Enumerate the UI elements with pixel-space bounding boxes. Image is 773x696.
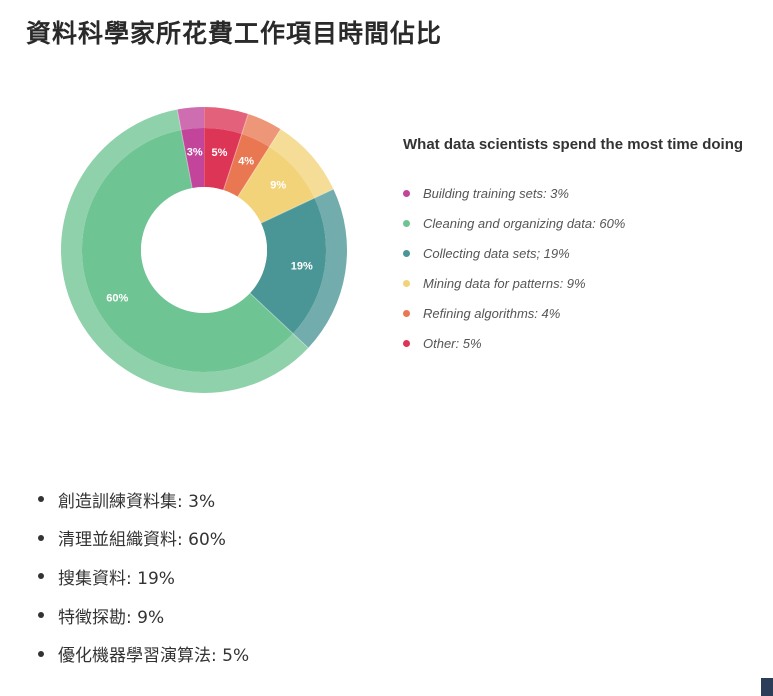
list-item: 特徵探勘: 9%: [38, 596, 249, 635]
bullet-icon: [38, 535, 44, 541]
legend-dot-icon: [403, 220, 410, 227]
list-item-text: 創造訓練資料集: 3%: [58, 487, 215, 512]
legend-dot-icon: [403, 250, 410, 257]
legend-dot-icon: [403, 190, 410, 197]
slice-data-label: 4%: [238, 155, 254, 167]
legend-label: Refining algorithms: 4%: [423, 306, 560, 321]
slice-data-label: 5%: [212, 147, 228, 159]
legend-dot-icon: [403, 280, 410, 287]
legend-label: Collecting data sets; 19%: [423, 246, 570, 261]
slice-data-label: 19%: [291, 260, 313, 272]
legend-label: Mining data for patterns: 9%: [423, 276, 586, 291]
legend-label: Building training sets: 3%: [423, 186, 569, 201]
corner-decoration: [761, 678, 773, 696]
donut-hole: [141, 187, 267, 313]
legend-item: Building training sets: 3%: [403, 178, 625, 208]
bullet-icon: [38, 573, 44, 579]
list-item: 創造訓練資料集: 3%: [38, 480, 249, 519]
legend-dot-icon: [403, 340, 410, 347]
list-item: 清理並組織資料: 60%: [38, 519, 249, 558]
legend-item: Mining data for patterns: 9%: [403, 268, 625, 298]
notes-list: 創造訓練資料集: 3% 清理並組織資料: 60% 搜集資料: 19% 特徵探勘: 9%…: [38, 480, 249, 673]
legend-item: Refining algorithms: 4%: [403, 298, 625, 328]
slice-data-label: 9%: [270, 180, 286, 192]
legend-item: Other: 5%: [403, 328, 625, 358]
list-item-text: 搜集資料: 19%: [58, 564, 175, 589]
legend-label: Cleaning and organizing data: 60%: [423, 216, 625, 231]
legend-item: Cleaning and organizing data: 60%: [403, 208, 625, 238]
legend-label: Other: 5%: [423, 336, 482, 351]
bullet-icon: [38, 496, 44, 502]
legend-dot-icon: [403, 310, 410, 317]
chart-title: What data scientists spend the most time…: [403, 136, 743, 153]
slice-data-label: 3%: [187, 146, 203, 158]
donut-slice-outer: [177, 107, 204, 130]
legend-item: Collecting data sets; 19%: [403, 238, 625, 268]
list-item-text: 特徵探勘: 9%: [58, 603, 164, 628]
list-item-text: 清理並組織資料: 60%: [58, 525, 226, 550]
list-item-text: 優化機器學習演算法: 5%: [58, 641, 249, 666]
bullet-icon: [38, 651, 44, 657]
bullet-icon: [38, 612, 44, 618]
chart-legend: Building training sets: 3% Cleaning and o…: [403, 178, 625, 358]
list-item: 優化機器學習演算法: 5%: [38, 634, 249, 673]
slice-data-label: 60%: [106, 293, 128, 305]
list-item: 搜集資料: 19%: [38, 557, 249, 596]
